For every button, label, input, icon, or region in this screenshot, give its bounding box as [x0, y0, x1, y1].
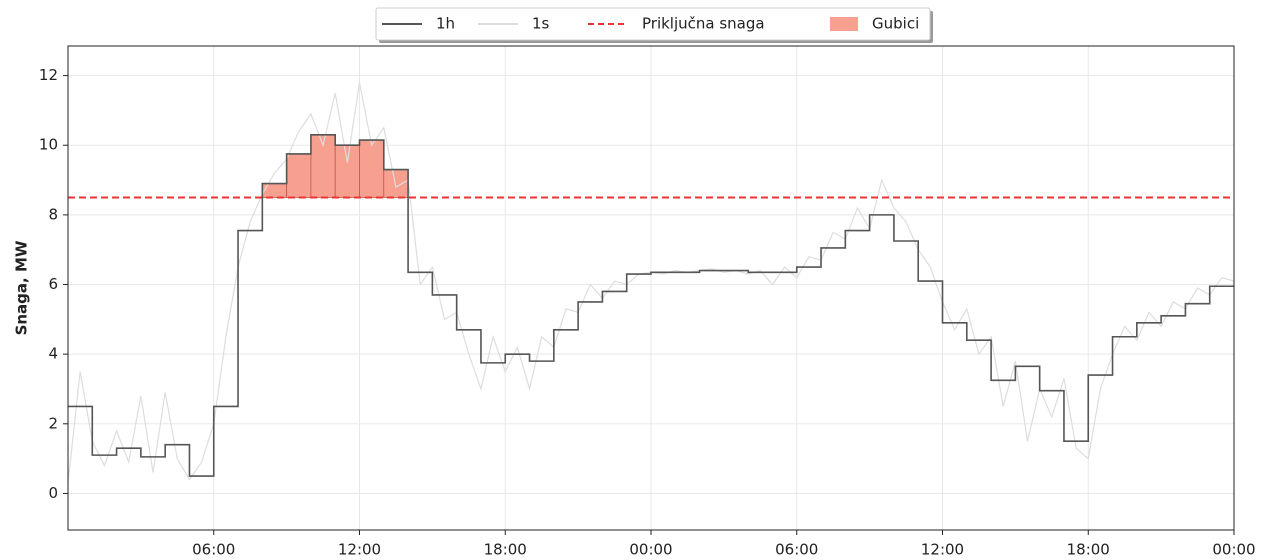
x-tick-label: 18:00: [484, 541, 527, 559]
x-tick-label: 06:00: [192, 541, 235, 559]
loss-area: [383, 169, 409, 198]
data: [67, 82, 1235, 484]
x-tick-label: 06:00: [775, 541, 818, 559]
y-tick-label: 12: [39, 66, 58, 84]
loss-area: [286, 153, 312, 198]
grid: [68, 46, 1235, 530]
legend: [375, 7, 931, 41]
legend-label: Gubici: [872, 15, 919, 33]
y-tick-label: 8: [48, 205, 58, 223]
y-tick-label: 6: [48, 275, 58, 293]
series-line: [68, 133, 1234, 477]
legend-label: Priključna snaga: [642, 15, 765, 33]
y-axis-label: Snaga, MW: [13, 240, 31, 335]
loss-area: [261, 183, 288, 198]
y-tick-label: 10: [39, 136, 58, 154]
loss-area: [359, 139, 385, 198]
x-tick-label: 18:00: [1067, 541, 1110, 559]
x-tick-label: 00:00: [629, 541, 672, 559]
y-tick-label: 4: [48, 345, 58, 363]
y-tick-label: 0: [48, 484, 58, 502]
legend-items: 1h 1s Priključna snaga Gubici: [382, 15, 919, 33]
legend-label: 1h: [436, 15, 455, 33]
loss-area: [334, 144, 360, 198]
x-tick-label: 12:00: [338, 541, 381, 559]
y-tick-label: 2: [48, 414, 58, 432]
legend-swatch: [830, 17, 858, 31]
legend-label: 1s: [532, 15, 550, 33]
x-tick-label: 12:00: [921, 541, 964, 559]
x-tick-label: 00:00: [1212, 541, 1255, 559]
